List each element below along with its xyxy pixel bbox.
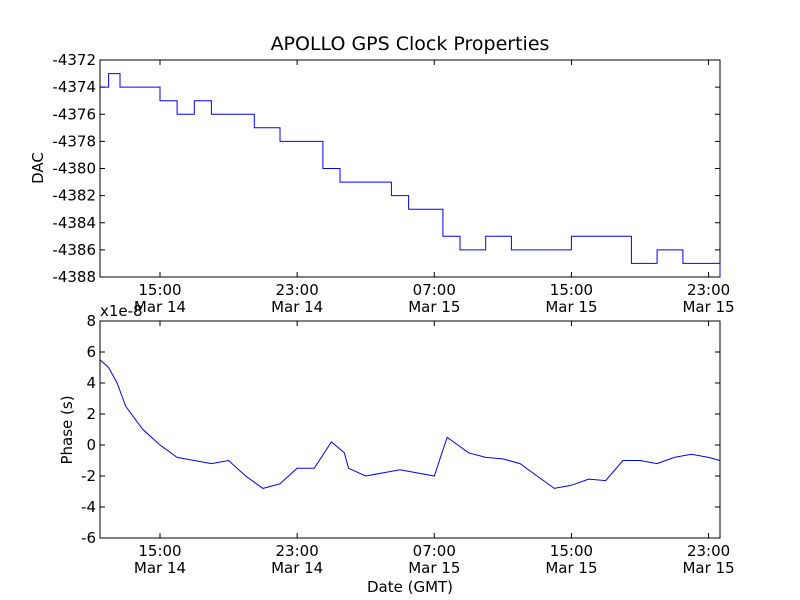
dac-x-tick-date: Mar 15 [682, 298, 734, 316]
phase-y-tick-label: -2 [81, 467, 96, 485]
phase-x-tick-time: 23:00 [687, 542, 730, 560]
phase-y-tick-label: 0 [86, 436, 96, 454]
dac-x-tick-time: 07:00 [413, 281, 456, 299]
phase-x-tick-date: Mar 15 [408, 559, 460, 577]
dac-y-ticks: -4388 -4386 -4384 -4382 -4380 -4378 -4376 -4374… [52, 51, 720, 286]
phase-series-line [99, 359, 721, 489]
phase-y-tick-label: 4 [86, 374, 96, 392]
dac-x-tick-time: 23:00 [276, 281, 319, 299]
dac-x-tick-time: 15:00 [550, 281, 593, 299]
dac-y-label: DAC [29, 152, 47, 184]
phase-x-tick-time: 23:00 [276, 542, 319, 560]
phase-x-tick-time: 15:00 [138, 542, 181, 560]
phase-plot-frame [99, 320, 721, 539]
dac-y-tick-label: -4382 [52, 187, 96, 205]
dac-y-tick-label: -4378 [52, 132, 96, 150]
phase-y-tick-label: -4 [81, 498, 96, 516]
phase-x-tick-date: Mar 14 [271, 559, 323, 577]
phase-x-tick-date: Mar 15 [545, 559, 597, 577]
dac-x-tick-date: Mar 14 [271, 298, 323, 316]
phase-offset-label: x1e-8 [100, 302, 143, 320]
dac-series-line [100, 73, 721, 277]
phase-x-label: Date (GMT) [367, 578, 453, 596]
dac-panel: -4388 -4386 -4384 -4382 -4380 -4378 -4376 -4374… [29, 51, 735, 316]
dac-x-tick-date: Mar 14 [134, 298, 186, 316]
phase-x-tick-date: Mar 14 [134, 559, 186, 577]
dac-plot-frame [99, 59, 721, 278]
phase-x-tick-time: 15:00 [550, 542, 593, 560]
chart-title: APOLLO GPS Clock Properties [271, 33, 550, 55]
phase-y-tick-label: 8 [86, 312, 96, 330]
phase-y-label: Phase (s) [58, 395, 76, 464]
dac-x-tick-date: Mar 15 [408, 298, 460, 316]
phase-y-tick-label: 6 [86, 343, 96, 361]
dac-y-tick-label: -4372 [52, 51, 96, 69]
phase-y-ticks: -6 -4 -2 0 2 4 6 8 [81, 312, 720, 547]
phase-y-tick-label: 2 [86, 405, 96, 423]
dac-y-tick-label: -4388 [52, 268, 96, 286]
phase-y-tick-label: -6 [81, 529, 96, 547]
dac-y-tick-label: -4384 [52, 214, 96, 232]
dac-y-tick-label: -4386 [52, 241, 96, 259]
phase-x-tick-time: 07:00 [413, 542, 456, 560]
dac-y-tick-label: -4374 [52, 78, 96, 96]
dac-x-tick-date: Mar 15 [545, 298, 597, 316]
dac-y-tick-label: -4376 [52, 105, 96, 123]
dac-y-tick-label: -4380 [52, 160, 96, 178]
phase-x-tick-date: Mar 15 [682, 559, 734, 577]
dac-x-tick-time: 15:00 [138, 281, 181, 299]
dac-x-tick-time: 23:00 [687, 281, 730, 299]
